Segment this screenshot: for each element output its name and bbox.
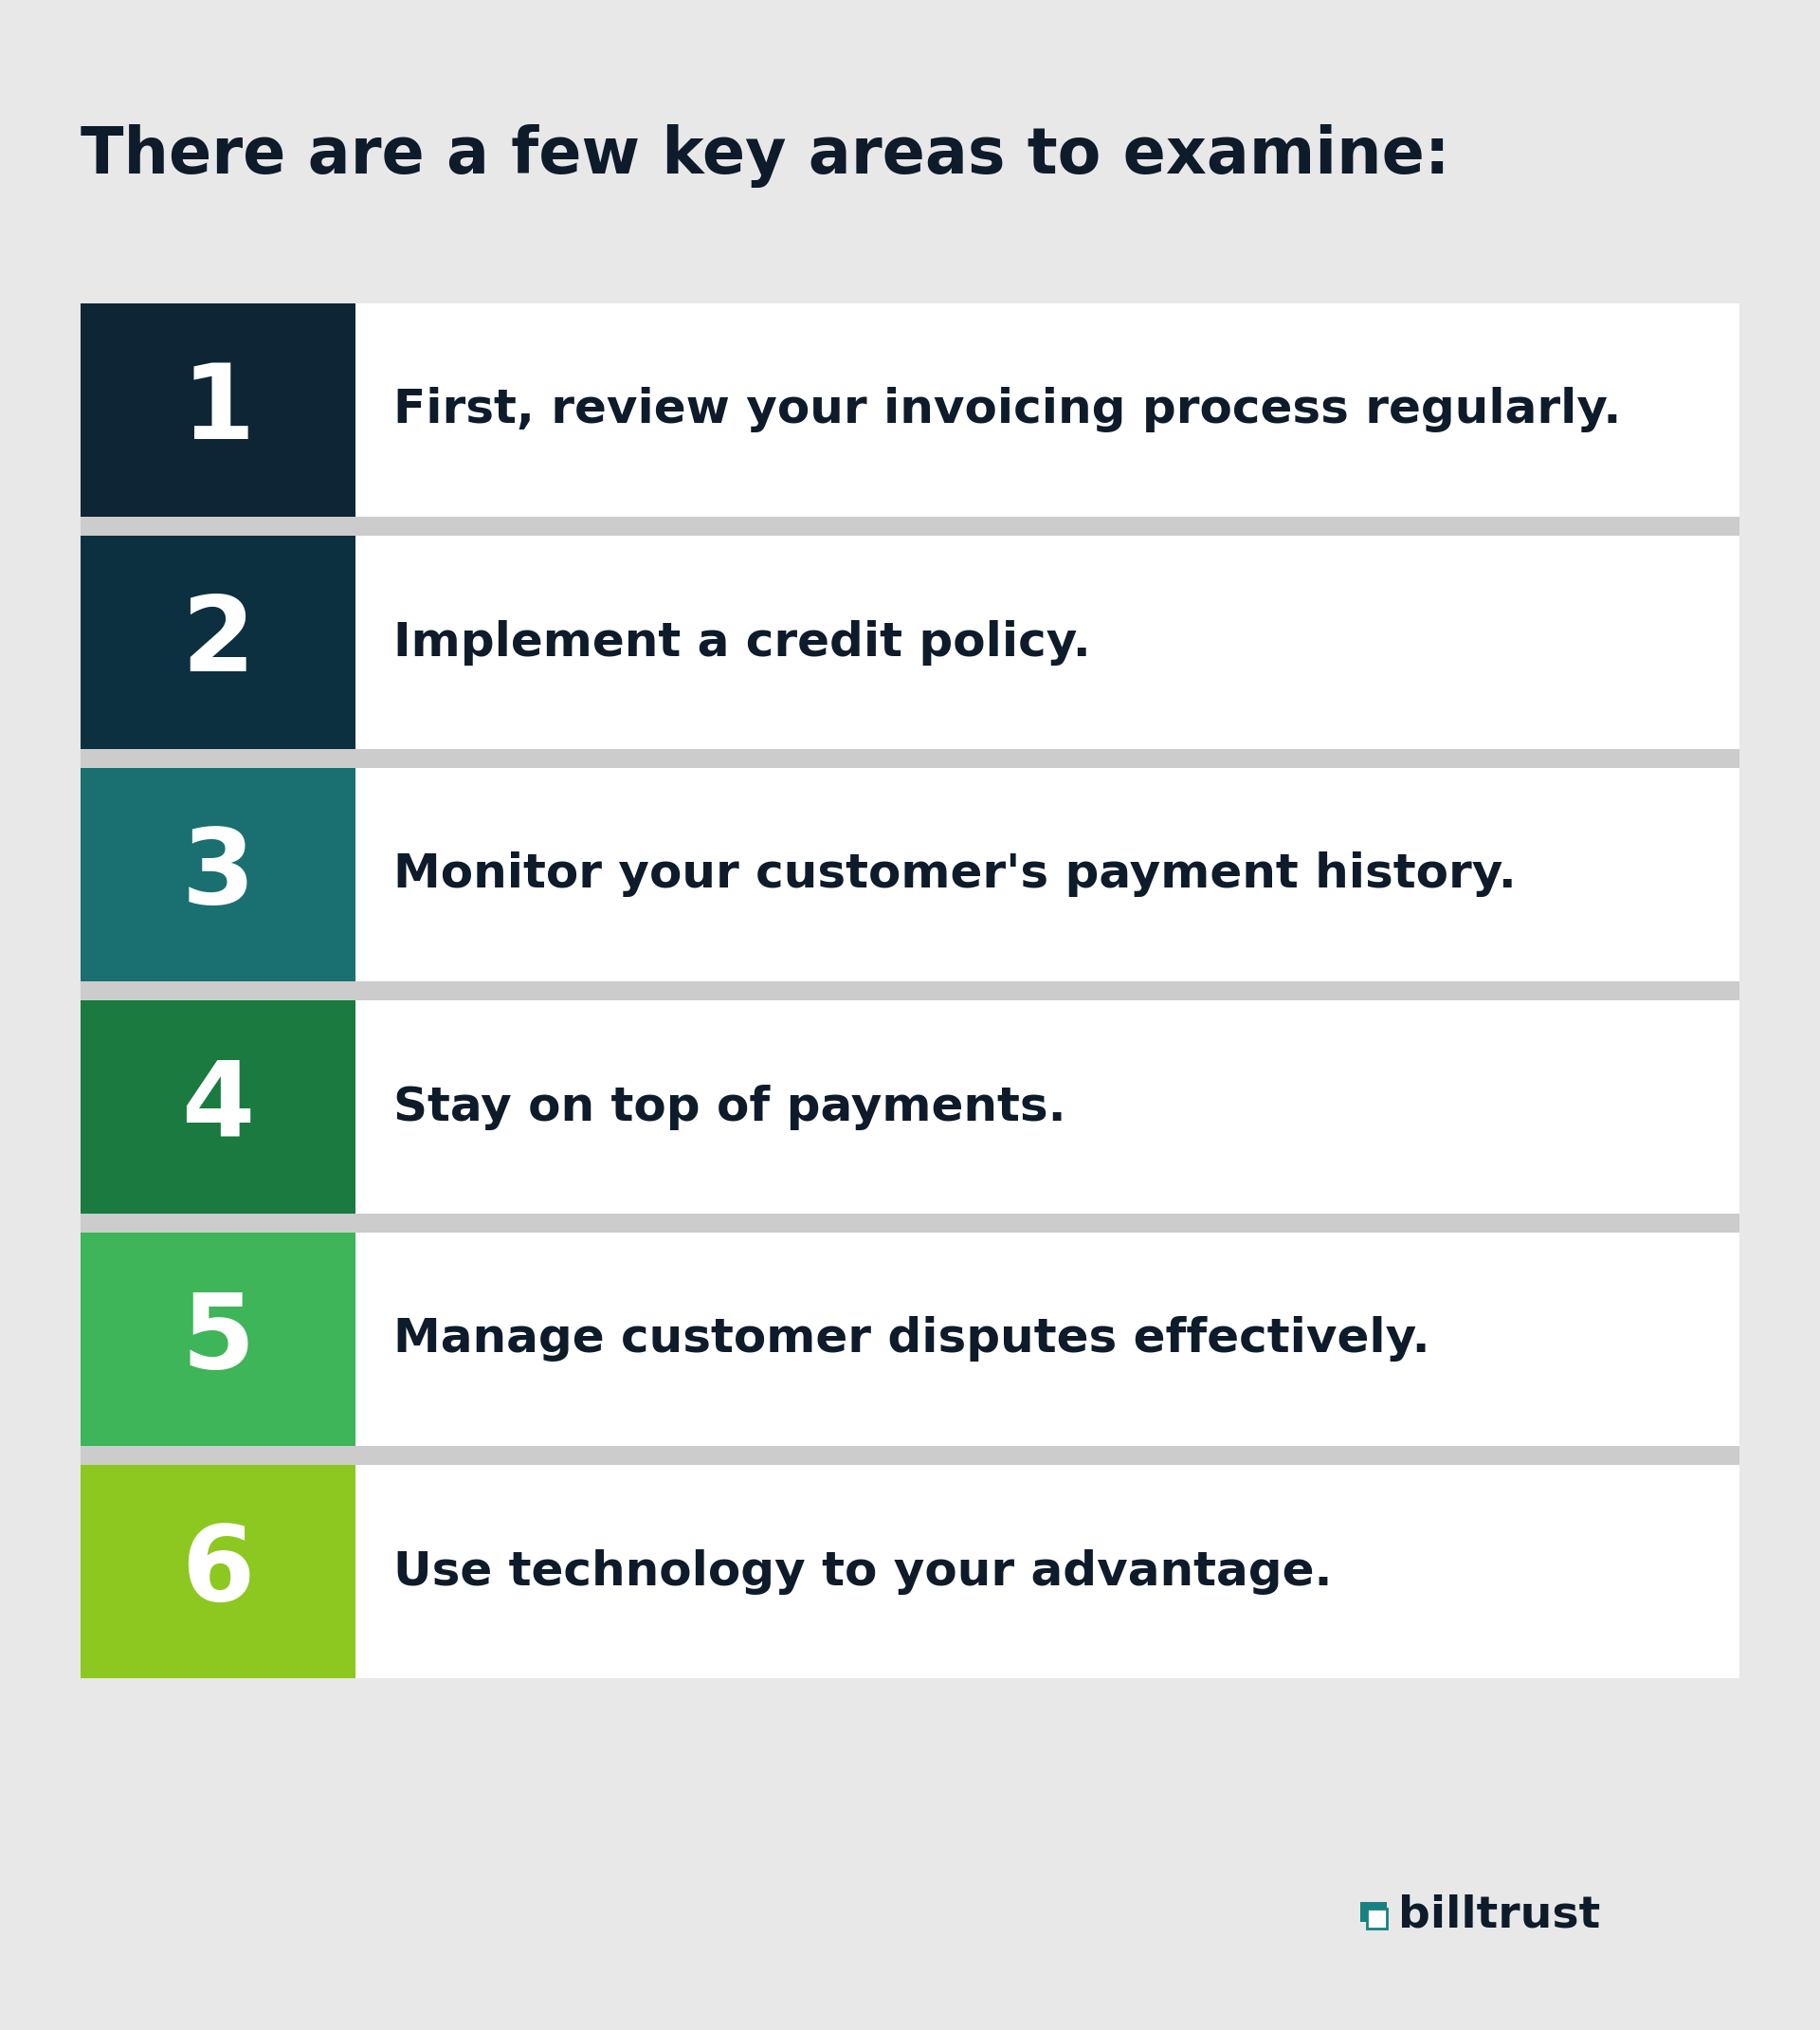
FancyBboxPatch shape <box>80 1001 1740 1214</box>
FancyBboxPatch shape <box>80 536 355 749</box>
Text: First, review your invoicing process regularly.: First, review your invoicing process reg… <box>393 388 1622 432</box>
FancyBboxPatch shape <box>80 749 1740 767</box>
FancyBboxPatch shape <box>80 518 1740 536</box>
FancyBboxPatch shape <box>80 767 355 980</box>
FancyBboxPatch shape <box>1360 1902 1387 1922</box>
FancyBboxPatch shape <box>80 980 1740 1001</box>
Text: billtrust: billtrust <box>1398 1894 1600 1937</box>
FancyBboxPatch shape <box>80 302 355 518</box>
Text: 6: 6 <box>182 1520 255 1622</box>
Text: Implement a credit policy.: Implement a credit policy. <box>393 619 1090 666</box>
Text: There are a few key areas to examine:: There are a few key areas to examine: <box>80 124 1451 189</box>
Text: Stay on top of payments.: Stay on top of payments. <box>393 1084 1067 1131</box>
Text: 1: 1 <box>182 359 255 461</box>
FancyBboxPatch shape <box>80 1445 1740 1466</box>
FancyBboxPatch shape <box>80 1232 1740 1445</box>
Text: 3: 3 <box>182 824 255 926</box>
FancyBboxPatch shape <box>80 1232 355 1445</box>
Text: 5: 5 <box>182 1289 255 1391</box>
FancyBboxPatch shape <box>1367 1908 1387 1928</box>
FancyBboxPatch shape <box>80 1001 355 1214</box>
Text: 4: 4 <box>182 1056 255 1157</box>
Text: 2: 2 <box>182 591 255 692</box>
FancyBboxPatch shape <box>80 1466 1740 1679</box>
Text: Manage customer disputes effectively.: Manage customer disputes effectively. <box>393 1317 1431 1362</box>
FancyBboxPatch shape <box>80 536 1740 749</box>
Text: Monitor your customer's payment history.: Monitor your customer's payment history. <box>393 853 1516 897</box>
FancyBboxPatch shape <box>80 1214 1740 1232</box>
FancyBboxPatch shape <box>80 1466 355 1679</box>
Text: Use technology to your advantage.: Use technology to your advantage. <box>393 1549 1332 1594</box>
FancyBboxPatch shape <box>80 767 1740 980</box>
FancyBboxPatch shape <box>80 302 1740 518</box>
